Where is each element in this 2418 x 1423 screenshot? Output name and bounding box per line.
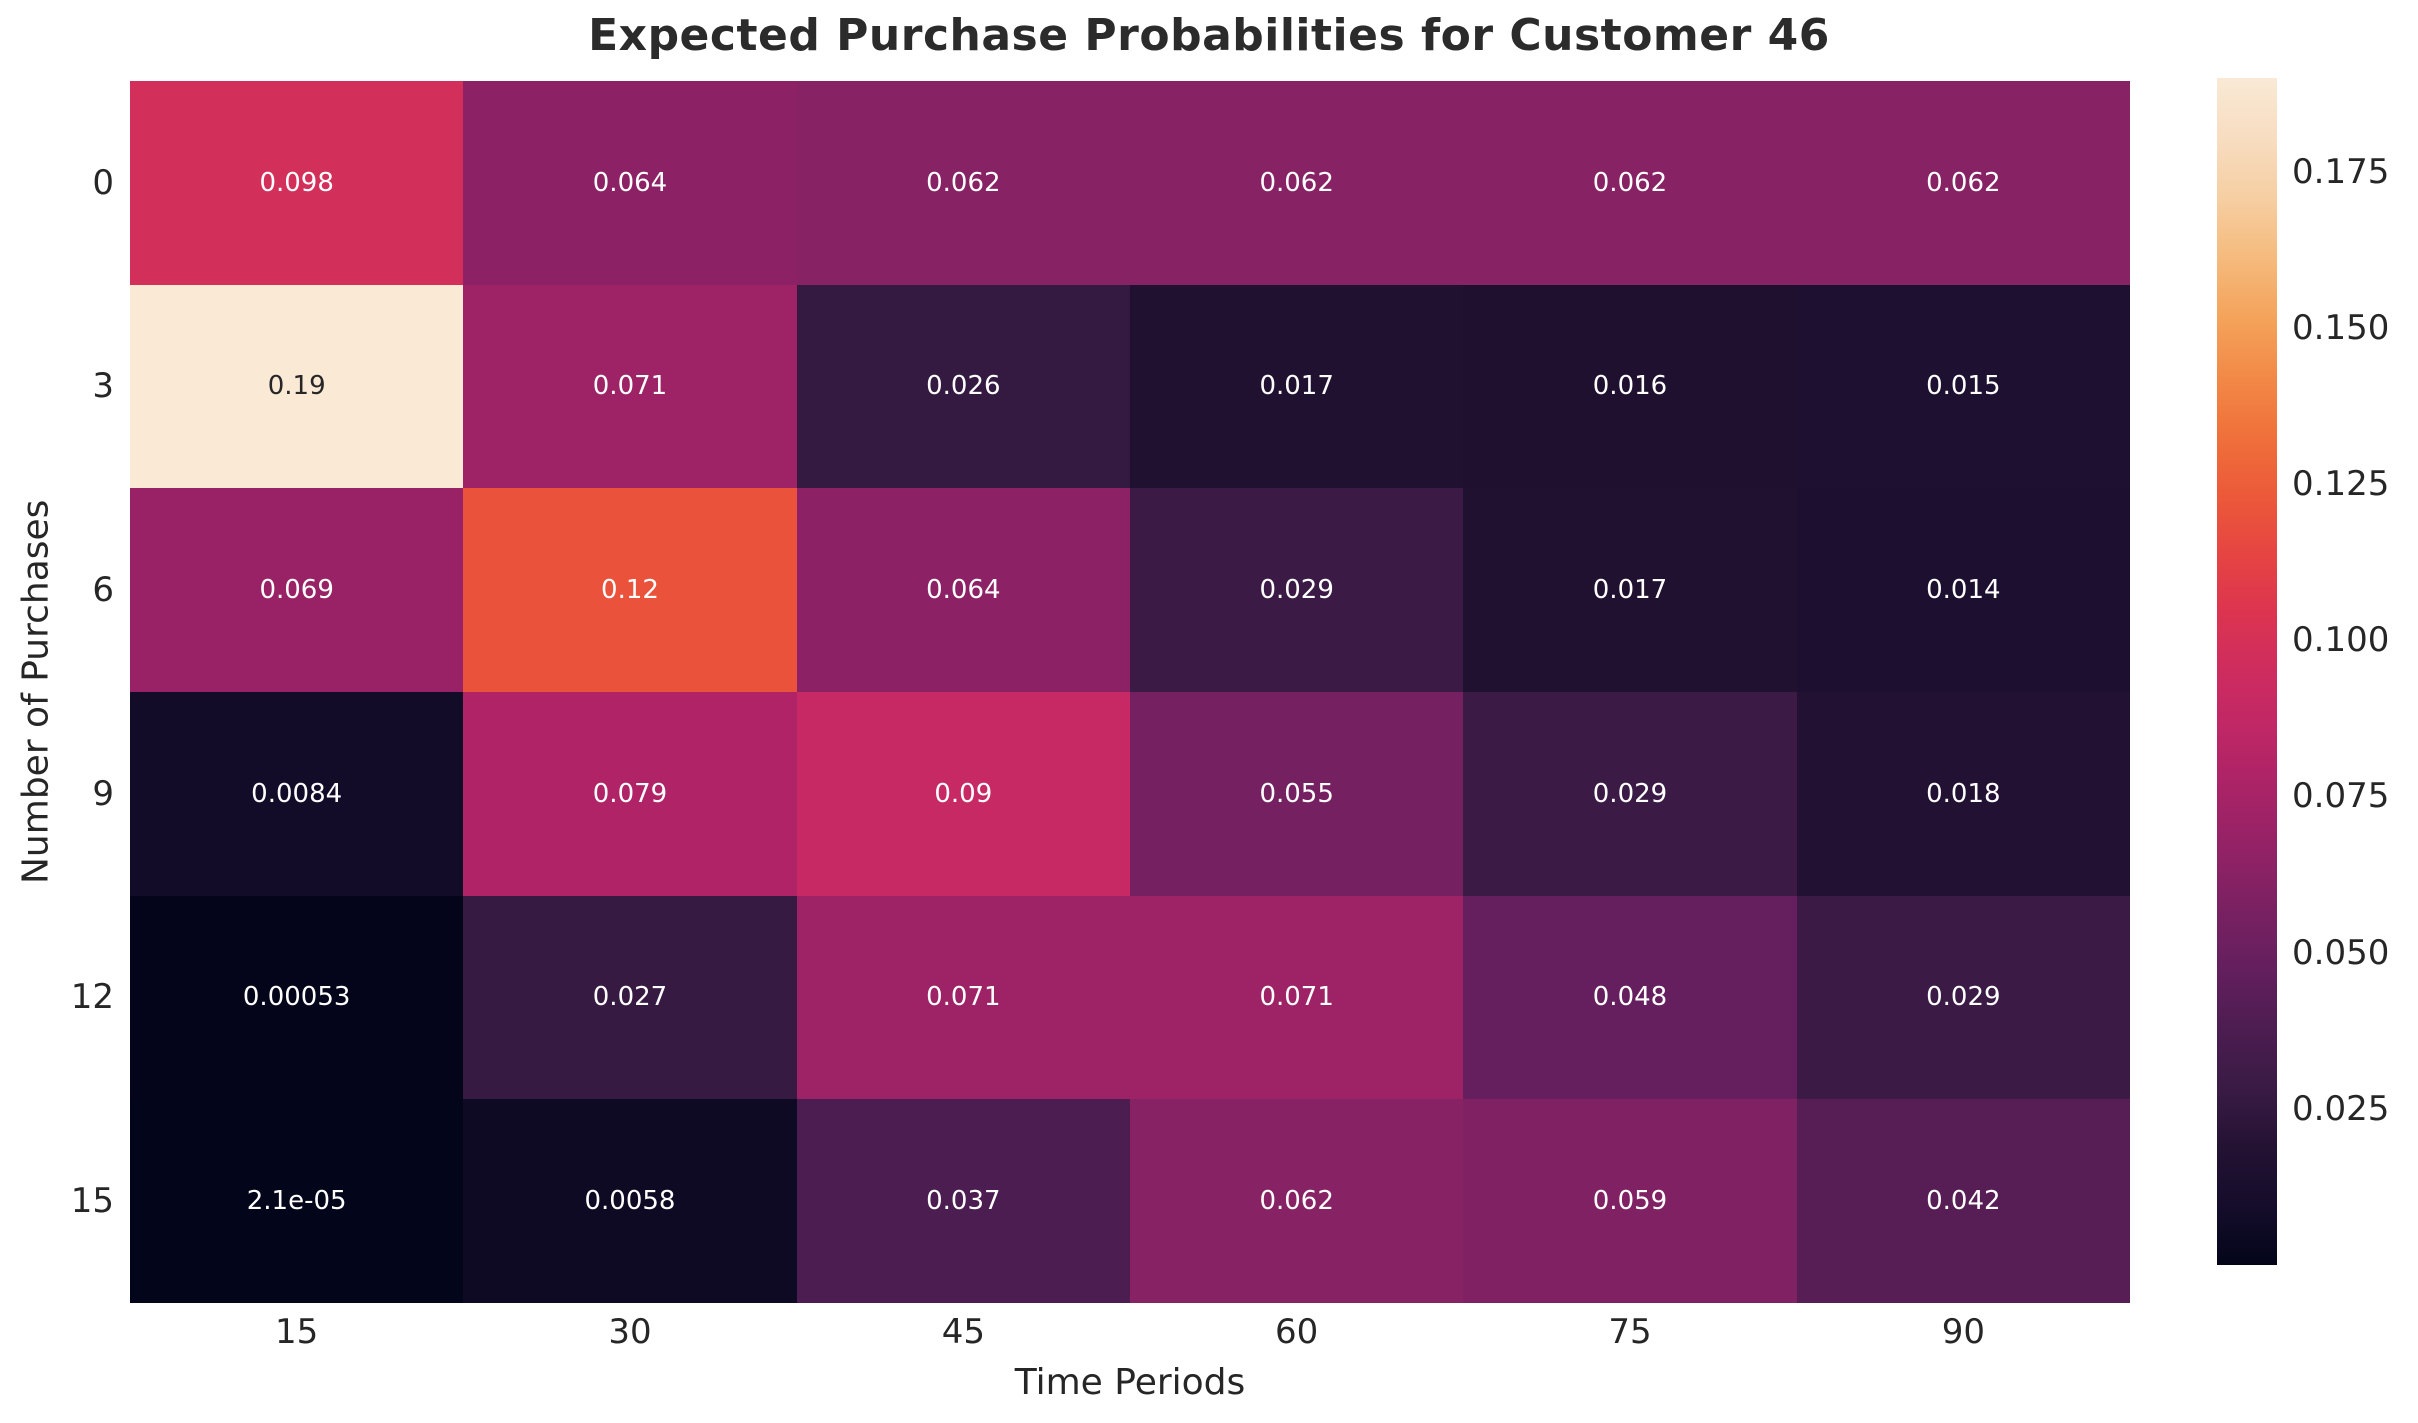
heatmap-cell: 0.079: [463, 692, 797, 896]
colorbar-tick-label: 0.025: [2292, 1088, 2390, 1129]
heatmap-cell: 0.098: [130, 81, 464, 285]
heatmap-cell: 0.064: [463, 81, 797, 285]
heatmap-cell: 0.055: [1130, 692, 1464, 896]
colorbar-tick-label: 0.175: [2292, 151, 2390, 192]
cell-value-label: 0.048: [1592, 982, 1668, 1013]
colorbar-tick-label: 0.075: [2292, 776, 2390, 817]
cell-value-label: 0.071: [592, 371, 668, 402]
heatmap-cell: 0.062: [1130, 81, 1464, 285]
heatmap-cell: 0.071: [463, 284, 797, 489]
cell-value-label: 0.026: [926, 371, 1001, 402]
y-tick-label: 6: [92, 570, 114, 611]
y-axis-ticks: 0 3 6 9 12 15: [0, 81, 114, 1303]
cell-value-label: 0.062: [1592, 167, 1668, 198]
heatmap-cell: 0.0058: [463, 1099, 797, 1303]
cell-value-label: 0.027: [592, 982, 668, 1013]
colorbar-tick-label: 0.050: [2292, 932, 2390, 973]
colorbar-tick-label: 0.100: [2292, 620, 2390, 661]
heatmap-cell: 2.1e-05: [130, 1099, 464, 1303]
cell-value-label: 0.015: [1926, 371, 2001, 402]
cell-value-label: 0.071: [926, 982, 1001, 1013]
y-tick-label: 0: [92, 162, 114, 203]
cell-value-label: 0.062: [1259, 1186, 1334, 1217]
cell-value-label: 0.098: [259, 167, 334, 198]
heatmap-cell: 0.19: [130, 284, 464, 489]
colorbar: [2217, 78, 2277, 1265]
x-axis-ticks: 15 30 45 60 75 90: [130, 1312, 2130, 1352]
cell-value-label: 0.071: [1259, 982, 1334, 1013]
heatmap-cell: 0.071: [1130, 895, 1464, 1100]
heatmap-cell: 0.017: [1463, 488, 1797, 692]
cell-value-label: 0.09: [934, 778, 993, 809]
heatmap-cell: 0.071: [796, 895, 1130, 1100]
cell-value-label: 0.0084: [251, 778, 343, 809]
x-tick-label: 90: [1941, 1312, 1985, 1352]
cell-value-label: 0.029: [1592, 778, 1668, 809]
cell-value-label: 0.029: [1926, 982, 2001, 1013]
cell-value-label: 0.062: [926, 167, 1001, 198]
x-tick-label: 60: [1275, 1312, 1319, 1352]
heatmap-cell: 0.0084: [130, 692, 464, 896]
heatmap-cell: 0.029: [1796, 895, 2130, 1100]
cell-value-label: 0.069: [259, 575, 334, 606]
y-tick-label: 3: [92, 366, 114, 407]
heatmap-cell: 0.016: [1463, 284, 1797, 489]
heatmap-cell: 0.015: [1796, 284, 2130, 489]
heatmap-cell: 0.017: [1130, 284, 1464, 489]
cell-value-label: 0.059: [1592, 1186, 1668, 1217]
heatmap-cell: 0.048: [1463, 895, 1797, 1100]
heatmap-cell: 0.062: [1130, 1099, 1464, 1303]
x-tick-label: 15: [275, 1312, 319, 1352]
heatmap-cell: 0.059: [1463, 1099, 1797, 1303]
cell-value-label: 0.062: [1259, 167, 1334, 198]
cell-value-label: 0.018: [1926, 778, 2001, 809]
cell-value-label: 0.064: [592, 167, 668, 198]
cell-value-label: 0.0058: [584, 1186, 676, 1217]
cell-value-label: 0.00053: [242, 982, 351, 1013]
x-tick-label: 75: [1608, 1312, 1652, 1352]
heatmap-cell: 0.062: [1796, 81, 2130, 285]
y-tick-label: 9: [92, 773, 114, 814]
colorbar-ticks: 0.175 0.150 0.125 0.100 0.075 0.050 0.025: [2292, 78, 2418, 1265]
heatmap-cell: 0.027: [463, 895, 797, 1100]
cell-value-label: 0.042: [1926, 1186, 2001, 1217]
heatmap-cell: 0.09: [796, 692, 1130, 896]
cell-value-label: 0.016: [1592, 371, 1668, 402]
heatmap-cell: 0.062: [796, 81, 1130, 285]
cell-value-label: 0.029: [1259, 575, 1334, 606]
cell-value-label: 0.064: [926, 575, 1001, 606]
heatmap-cell: 0.12: [463, 488, 797, 692]
colorbar-tick-label: 0.150: [2292, 307, 2390, 348]
chart-title: Expected Purchase Probabilities for Cust…: [588, 10, 1830, 61]
heatmap-cell: 0.069: [130, 488, 464, 692]
x-tick-label: 45: [941, 1312, 985, 1352]
cell-value-label: 0.12: [601, 575, 659, 606]
y-tick-label: 15: [70, 1181, 114, 1222]
cell-value-label: 0.017: [1259, 371, 1334, 402]
cell-value-label: 0.037: [926, 1186, 1001, 1217]
cell-value-label: 0.055: [1259, 778, 1334, 809]
cell-value-label: 0.079: [592, 778, 668, 809]
colorbar-tick-label: 0.125: [2292, 464, 2390, 505]
heatmap-cell: 0.029: [1463, 692, 1797, 896]
heatmap-cell: 0.062: [1463, 81, 1797, 285]
cell-value-label: 2.1e-05: [246, 1186, 347, 1217]
heatmap-cell: 0.00053: [130, 895, 464, 1100]
heatmap-cell: 0.014: [1796, 488, 2130, 692]
heatmap-cell: 0.029: [1130, 488, 1464, 692]
heatmap-cell: 0.037: [796, 1099, 1130, 1303]
x-tick-label: 30: [608, 1312, 652, 1352]
heatmap-cell: 0.026: [796, 284, 1130, 489]
heatmap-cell: 0.042: [1796, 1099, 2130, 1303]
x-axis-label: Time Periods: [1014, 1362, 1246, 1403]
heatmap-cell: 0.064: [796, 488, 1130, 692]
cell-value-label: 0.017: [1592, 575, 1668, 606]
cell-value-label: 0.19: [267, 371, 326, 402]
y-tick-label: 12: [70, 977, 114, 1018]
heatmap-grid: 0.098 0.064 0.062 0.062 0.062 0.062 0.19 0.071 0…: [130, 81, 2130, 1303]
cell-value-label: 0.014: [1926, 575, 2001, 606]
cell-value-label: 0.062: [1926, 167, 2001, 198]
heatmap-cell: 0.018: [1796, 692, 2130, 896]
